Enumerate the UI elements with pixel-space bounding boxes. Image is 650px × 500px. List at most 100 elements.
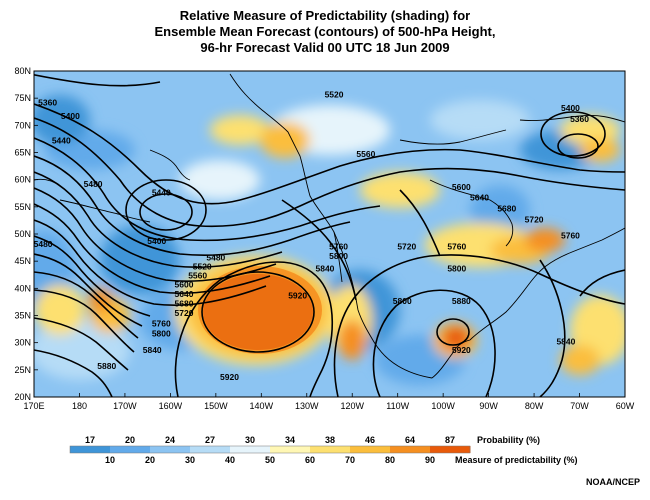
contour-label-text: 5520	[325, 89, 344, 99]
predictability-value: 70	[345, 455, 355, 465]
contour-label-text: 5680	[175, 299, 194, 309]
height-contours	[34, 73, 625, 397]
contour-label-text: 5800	[393, 296, 412, 306]
coastlines	[34, 73, 625, 379]
latitude-labels: 80N 75N 70N 65N 60N 55N 50N 45N 40N 35N 30N 25N 20N	[14, 66, 38, 402]
contour-label-text: 5880	[452, 296, 471, 306]
contour-label: 5440	[52, 136, 71, 146]
probability-value: 24	[165, 435, 175, 445]
legend-color-swatch	[150, 446, 191, 453]
lat-label: 70N	[14, 120, 31, 130]
contour-label: 5680	[175, 299, 194, 309]
contour-label: 5920	[220, 372, 239, 382]
contour-label-text: 5560	[356, 149, 375, 159]
legend-color-swatch	[390, 446, 431, 453]
contour-label-text: 5920	[288, 290, 307, 300]
probability-value: 46	[365, 435, 375, 445]
contour-label-text: 5440	[152, 187, 171, 197]
title-line-2: Ensemble Mean Forecast (contours) of 500…	[154, 24, 496, 39]
lat-label: 50N	[14, 229, 31, 239]
probability-value: 38	[325, 435, 335, 445]
lat-label: 75N	[14, 93, 31, 103]
forecast-map: 5360540054405480544054005480552055605600…	[14, 66, 635, 420]
contour-label: 5440	[152, 187, 171, 197]
contour-label-text: 5800	[329, 251, 348, 261]
contour-label: 5640	[175, 289, 194, 299]
lat-label: 30N	[14, 338, 31, 348]
contour-label: 5400	[61, 111, 80, 121]
lon-label: 110W	[386, 401, 409, 411]
contour-label: 5360	[38, 98, 57, 108]
lat-label: 25N	[14, 365, 31, 375]
lon-label: 90W	[479, 401, 498, 411]
contour-label-text: 5800	[152, 329, 171, 339]
probability-value: 30	[245, 435, 255, 445]
contour-label: 5800	[393, 296, 412, 306]
contour-label-text: 5720	[397, 242, 416, 252]
lon-label: 130W	[295, 401, 319, 411]
contour-label: 5480	[34, 239, 53, 249]
lon-label: 80W	[525, 401, 544, 411]
contour-label-text: 5480	[34, 239, 53, 249]
contour-labels: 5360540054405480544054005480552055605600…	[34, 89, 589, 420]
contour-label-text: 5640	[175, 289, 194, 299]
lon-label: 70W	[570, 401, 589, 411]
contour-label-text: 5920	[452, 345, 471, 355]
lon-label: 180	[72, 401, 87, 411]
contour-label: 5800	[152, 329, 171, 339]
lon-label: 140W	[250, 401, 274, 411]
legend-colorbar	[69, 445, 471, 454]
lon-label: 150W	[204, 401, 228, 411]
contour-label: 5520	[193, 262, 212, 272]
contour-label-text: 5880	[97, 361, 116, 371]
contour-label-text: 5840	[556, 337, 575, 347]
predictability-label: Measure of predictability (%)	[455, 455, 578, 465]
contour-label-text: 5480	[206, 252, 225, 262]
predictability-scale: 10 20 30 40 50 60 70 80 90	[105, 455, 435, 465]
predictability-value: 50	[265, 455, 275, 465]
predictability-value: 40	[225, 455, 235, 465]
contour-label: 5560	[188, 270, 207, 280]
contour-label: 5400	[561, 103, 580, 113]
legend-color-swatch	[430, 446, 471, 453]
contour-label: 5600	[175, 280, 194, 290]
legend-color-swatch	[110, 446, 151, 453]
contour-label: 5800	[329, 251, 348, 261]
chart-title: Relative Measure of Predictability (shad…	[0, 8, 650, 56]
lat-label: 45N	[14, 256, 31, 266]
predictability-value: 30	[185, 455, 195, 465]
lon-label: 170W	[113, 401, 137, 411]
lon-label: 170E	[23, 401, 44, 411]
contour-label: 5840	[556, 337, 575, 347]
contour-label-text: 5920	[220, 372, 239, 382]
contour-label-text: 5480	[84, 179, 103, 189]
contour-label-text: 5760	[152, 319, 171, 329]
contour-label: 5880	[452, 296, 471, 306]
contour-label-text: 5760	[329, 242, 348, 252]
probability-value: 17	[85, 435, 95, 445]
contour-label-text: 5800	[447, 263, 466, 273]
contour-label: 5840	[315, 263, 334, 273]
title-line-1: Relative Measure of Predictability (shad…	[179, 8, 471, 23]
contour-label-text: 5360	[570, 114, 589, 124]
contour-label: 5480	[206, 252, 225, 262]
contour-label: 5720	[525, 214, 544, 224]
lat-label: 65N	[14, 148, 31, 158]
lon-label: 160W	[159, 401, 183, 411]
contour-label: 5880	[445, 410, 469, 420]
contour-label-text: 5760	[447, 242, 466, 252]
probability-value: 87	[445, 435, 455, 445]
contour-label-text: 5560	[188, 270, 207, 280]
legend-color-swatch	[190, 446, 231, 453]
contour-label-text: 5640	[470, 193, 489, 203]
predictability-value: 10	[105, 455, 115, 465]
color-legend: 17 20 24 27 30 34 38 46 64 87 10 20 30 40 50 60 70 80 90 …	[69, 435, 578, 465]
probability-value: 27	[205, 435, 215, 445]
lon-label: 60W	[616, 401, 635, 411]
contour-label: 5800	[447, 263, 466, 273]
contour-label: 5760	[329, 242, 348, 252]
probability-label: Probability (%)	[477, 435, 540, 445]
credit-label: NOAA/NCEP	[585, 477, 640, 487]
contour-label-text: 5360	[38, 98, 57, 108]
contour-label: 5720	[175, 308, 194, 318]
